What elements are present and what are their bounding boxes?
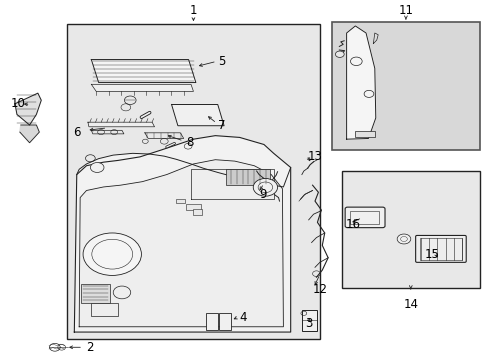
Polygon shape: [74, 136, 290, 332]
Text: 14: 14: [403, 298, 417, 311]
Text: 16: 16: [345, 217, 360, 231]
Bar: [301, 310, 317, 331]
Polygon shape: [91, 84, 193, 91]
Text: 4: 4: [239, 311, 246, 324]
Text: 1: 1: [189, 4, 197, 17]
Polygon shape: [372, 33, 377, 44]
Bar: [205, 312, 217, 330]
Polygon shape: [79, 160, 283, 327]
Text: 9: 9: [259, 188, 266, 201]
Bar: [219, 312, 231, 330]
Text: 5: 5: [217, 55, 224, 68]
FancyBboxPatch shape: [415, 235, 465, 262]
Bar: [225, 169, 269, 185]
Text: 13: 13: [307, 150, 322, 163]
Text: 10: 10: [11, 97, 26, 110]
Polygon shape: [20, 125, 39, 143]
Polygon shape: [91, 130, 123, 134]
Text: 11: 11: [398, 4, 412, 17]
Text: 6: 6: [73, 126, 81, 139]
Circle shape: [335, 51, 344, 58]
Bar: [67, 24, 319, 339]
Circle shape: [253, 179, 277, 196]
FancyBboxPatch shape: [345, 207, 384, 228]
Polygon shape: [91, 59, 196, 82]
Bar: [341, 171, 479, 288]
Bar: [419, 238, 461, 260]
Bar: [91, 303, 118, 316]
Polygon shape: [171, 104, 224, 126]
Text: 3: 3: [305, 317, 312, 330]
Polygon shape: [77, 153, 290, 187]
Text: 8: 8: [186, 136, 193, 149]
Text: 7: 7: [217, 118, 225, 131]
Polygon shape: [88, 122, 154, 127]
Polygon shape: [15, 93, 41, 125]
Bar: [81, 284, 110, 303]
Bar: [350, 211, 378, 224]
Bar: [193, 209, 202, 215]
Bar: [176, 199, 185, 203]
Bar: [331, 22, 479, 150]
Circle shape: [90, 162, 104, 172]
Polygon shape: [346, 26, 375, 139]
Polygon shape: [144, 133, 183, 139]
Circle shape: [396, 234, 410, 244]
Bar: [355, 131, 374, 138]
Text: 2: 2: [86, 342, 94, 355]
Text: 15: 15: [424, 248, 438, 261]
Bar: [186, 204, 201, 210]
Circle shape: [83, 233, 141, 275]
Text: 12: 12: [312, 283, 327, 296]
